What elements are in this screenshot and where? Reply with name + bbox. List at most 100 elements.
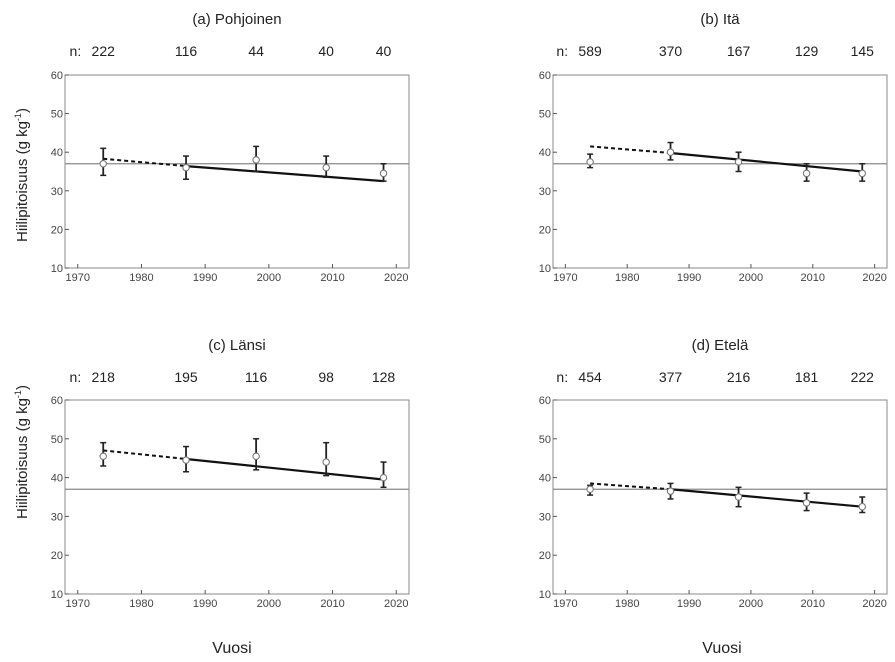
- n-value: 128: [372, 369, 396, 385]
- data-point: [182, 163, 190, 172]
- trend-line-solid: [670, 151, 863, 173]
- x-tick-label: 1980: [615, 272, 639, 284]
- n-value: 377: [659, 369, 683, 385]
- data-point: [802, 169, 811, 178]
- n-value: 167: [727, 43, 751, 59]
- x-tick-label: 1970: [553, 272, 577, 284]
- chart-panel-2: (b) Itä n: 589 370 167 129 145 10 20 30 40 50 60 1970…: [539, 11, 888, 284]
- y-tick-label: 10: [51, 589, 63, 601]
- y-axis-label-exponent: -1: [13, 113, 23, 122]
- data-point: [858, 169, 867, 178]
- y-tick-label: 20: [51, 224, 63, 236]
- x-axis-label-left: Vuosi: [212, 640, 252, 657]
- x-tick-label: 2000: [739, 272, 763, 284]
- data-point: [99, 452, 107, 461]
- y-tick-label: 30: [539, 511, 551, 523]
- y-tick-label: 50: [51, 434, 63, 446]
- n-value: 40: [318, 43, 334, 59]
- data-point: [252, 452, 260, 461]
- x-tick-label: 2010: [801, 272, 825, 284]
- x-tick-label: 2020: [862, 598, 886, 610]
- y-tick-label: 40: [539, 473, 551, 485]
- data-point: [586, 158, 594, 166]
- trend-line-solid: [185, 164, 384, 183]
- x-tick-label: 1990: [677, 272, 701, 284]
- data-point: [182, 456, 190, 464]
- y-axis-label-text: Hiilipitoisuus (g kg: [14, 121, 31, 242]
- y-tick-label: 10: [539, 263, 551, 275]
- x-tick-label: 1980: [615, 598, 639, 610]
- data-point: [858, 502, 867, 511]
- n-value: 145: [851, 43, 875, 59]
- y-tick-label: 10: [539, 589, 551, 601]
- panel-title: (d) Etelä: [692, 337, 749, 354]
- data-point: [322, 458, 330, 466]
- x-axis-label-right: Vuosi: [702, 640, 742, 657]
- y-tick-label: 50: [51, 109, 63, 121]
- y-axis-label-top: Hiilipitoisuus (g kg-1): [2, 45, 42, 305]
- x-tick-label: 2000: [257, 272, 281, 284]
- data-point: [379, 473, 388, 482]
- n-label: n:: [70, 43, 82, 59]
- x-tick-label: 2010: [801, 598, 825, 610]
- trend-line-solid: [185, 457, 384, 481]
- y-tick-label: 60: [51, 70, 63, 82]
- n-value: 454: [578, 369, 602, 385]
- x-tick-label: 2020: [384, 598, 408, 610]
- panel-title: (a) Pohjoinen: [192, 11, 281, 28]
- data-point: [322, 163, 330, 172]
- trend-line-dashed: [103, 157, 187, 168]
- y-axis-label-tail: ): [14, 108, 31, 114]
- data-point: [734, 158, 743, 166]
- n-value: 370: [659, 43, 683, 59]
- x-tick-label: 1970: [65, 272, 89, 284]
- n-value: 40: [376, 43, 392, 59]
- trend-line-dashed: [590, 145, 671, 154]
- y-axis-label-text: Hiilipitoisuus (g kg: [14, 398, 31, 519]
- data-point: [666, 148, 675, 156]
- n-label: n:: [70, 369, 82, 385]
- x-tick-label: 2010: [320, 272, 344, 284]
- chart-panel-3: (c) Länsi n: 218 195 116 98 128 10 20 30 40 50 60 197…: [51, 337, 410, 610]
- y-tick-label: 20: [539, 224, 551, 236]
- n-value: 222: [851, 369, 875, 385]
- y-tick-label: 30: [51, 186, 63, 198]
- y-tick-label: 40: [51, 473, 63, 485]
- panel-title: (c) Länsi: [208, 337, 266, 354]
- y-tick-label: 60: [539, 395, 551, 407]
- plot-frame: [552, 399, 888, 595]
- y-tick-label: 50: [539, 434, 551, 446]
- n-value: 116: [175, 43, 198, 59]
- y-tick-label: 40: [539, 147, 551, 159]
- data-point: [379, 169, 388, 178]
- y-tick-label: 30: [51, 511, 63, 523]
- x-tick-label: 1990: [193, 272, 217, 284]
- y-tick-label: 20: [539, 550, 551, 562]
- x-tick-label: 1980: [129, 272, 153, 284]
- x-tick-label: 2020: [384, 272, 408, 284]
- data-point: [666, 487, 675, 495]
- data-point: [586, 485, 594, 493]
- y-axis-label-tail: ): [14, 385, 31, 391]
- plot-frame: [552, 74, 888, 269]
- x-tick-label: 1980: [129, 598, 153, 610]
- data-point: [99, 160, 107, 168]
- plot-frame: [64, 74, 410, 269]
- trend-line-dashed: [103, 449, 187, 460]
- x-tick-label: 1970: [553, 598, 577, 610]
- n-value: 181: [795, 369, 819, 385]
- n-label: n:: [556, 43, 568, 59]
- y-tick-label: 20: [51, 550, 63, 562]
- n-value: 129: [795, 43, 819, 59]
- x-tick-label: 1970: [65, 598, 89, 610]
- y-tick-label: 10: [51, 263, 63, 275]
- x-tick-label: 1990: [193, 598, 217, 610]
- y-tick-label: 40: [51, 147, 63, 159]
- n-value: 44: [248, 43, 264, 59]
- n-label: n:: [556, 369, 568, 385]
- trend-line-solid: [670, 488, 863, 508]
- y-axis-label-exponent: -1: [13, 390, 23, 399]
- x-tick-label: 1990: [677, 598, 701, 610]
- data-point: [802, 499, 811, 507]
